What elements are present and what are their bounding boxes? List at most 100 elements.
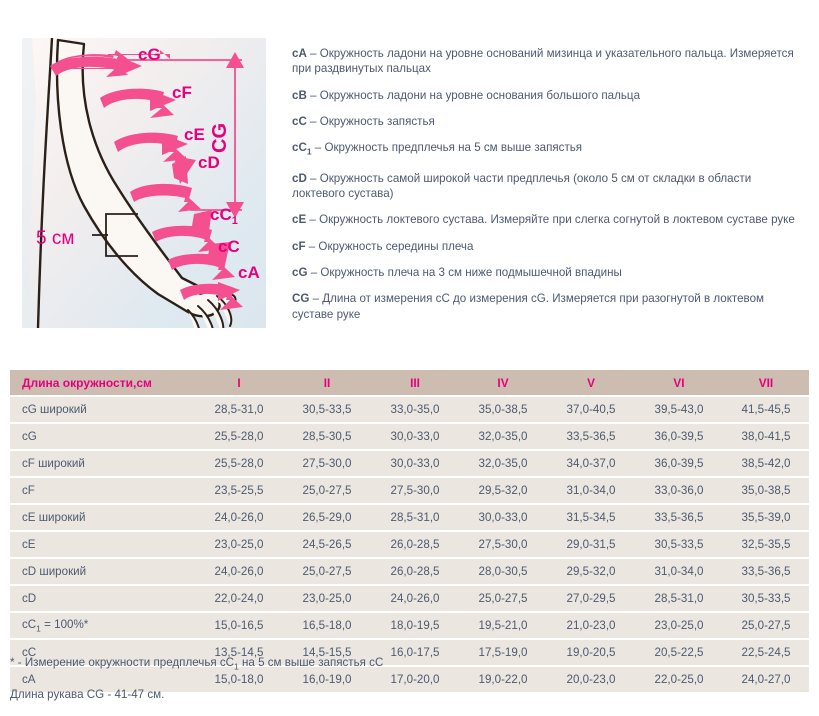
row-label: cA bbox=[10, 667, 195, 692]
table-cell: 25,5-28,0 bbox=[195, 424, 283, 449]
legend-text: – Окружность ладони на уровне основания … bbox=[306, 88, 641, 102]
table-cell: 25,0-27,5 bbox=[283, 559, 371, 584]
row-label: cC bbox=[10, 640, 195, 665]
row-label: cD bbox=[10, 586, 195, 611]
legend-text: – Длина от измерения cC до измерения cG.… bbox=[292, 292, 764, 321]
table-cell: 27,5-30,0 bbox=[283, 451, 371, 476]
row-label: cF bbox=[10, 478, 195, 503]
legend-item: cG – Окружность плеча на 3 см ниже подмы… bbox=[292, 265, 804, 280]
table-cell: 31,0-34,0 bbox=[547, 478, 635, 503]
row-label: cG bbox=[10, 424, 195, 449]
footnote-text-pre: * - Измерение окружности предплечья cC bbox=[10, 656, 235, 669]
table-cell: 25,0-27,5 bbox=[283, 478, 371, 503]
table-cell: 38,0-41,5 bbox=[723, 424, 809, 449]
column-header-size-7: VII bbox=[723, 370, 809, 395]
table-cell: 29,5-32,0 bbox=[547, 559, 635, 584]
row-label: cF широкий bbox=[10, 451, 195, 476]
table-cell: 23,0-25,0 bbox=[283, 586, 371, 611]
table-cell: 19,0-22,0 bbox=[459, 667, 547, 692]
row-label-subscript: 1 bbox=[36, 623, 41, 634]
diagram-label-cF: cF bbox=[172, 83, 192, 102]
table-cell: 35,0-38,5 bbox=[723, 478, 809, 503]
top-section: CG 5 см cG cF cE cD cC1 cC cA cA bbox=[0, 0, 819, 348]
table-cell: 35,5-39,0 bbox=[723, 505, 809, 530]
table-cell: 30,5-33,5 bbox=[283, 397, 371, 422]
diagram-label-cG: cG bbox=[138, 45, 161, 64]
table-cell: 32,0-35,0 bbox=[459, 451, 547, 476]
table-row: cC1 = 100%* 15,0-16,5 16,5-18,0 18,0-19,5 19… bbox=[10, 613, 809, 638]
table-cell: 30,0-33,0 bbox=[459, 505, 547, 530]
legend-key: cC1 bbox=[292, 141, 312, 157]
table-row: cD 22,0-24,0 23,0-25,0 24,0-26,0 25,0-27,5 27… bbox=[10, 586, 809, 611]
table-cell: 25,0-27,5 bbox=[723, 613, 809, 638]
legend-key: cB bbox=[292, 88, 307, 102]
footnote-subscript: 1 bbox=[234, 661, 239, 672]
legend-item: cF – Окружность середины плеча bbox=[292, 239, 804, 254]
table-cell: 39,5-43,0 bbox=[635, 397, 723, 422]
table-cell: 24,0-27,0 bbox=[723, 667, 809, 692]
diagram-label-cE: cE bbox=[184, 125, 205, 144]
table-cell: 16,0-19,0 bbox=[283, 667, 371, 692]
table-row: cA 15,0-18,0 16,0-19,0 17,0-20,0 19,0-22,0 20… bbox=[10, 667, 809, 692]
legend-text: – Окружность плеча на 3 см ниже подмышеч… bbox=[307, 265, 622, 279]
table-cell: 33,5-36,5 bbox=[635, 505, 723, 530]
footnote-sleeve-length: Длина рукава CG - 41-47 см. bbox=[10, 687, 800, 702]
column-header-size-2: II bbox=[283, 370, 371, 395]
diagram-label-cC: cC bbox=[218, 237, 240, 256]
table-cell: 26,0-28,5 bbox=[371, 559, 459, 584]
table-cell: 26,5-29,0 bbox=[283, 505, 371, 530]
column-header-size-1: I bbox=[195, 370, 283, 395]
legend-text: – Окружность ладони на уровне оснований … bbox=[292, 47, 794, 76]
table-cell: 27,0-29,5 bbox=[547, 586, 635, 611]
table-row: cE 23,0-25,0 24,5-26,5 26,0-28,5 27,5-30,0 29… bbox=[10, 532, 809, 557]
table-cell: 19,5-21,0 bbox=[459, 613, 547, 638]
table-cell: 31,5-34,5 bbox=[547, 505, 635, 530]
table-row: cG 25,5-28,0 28,5-30,5 30,0-33,0 32,0-35,0 33… bbox=[10, 424, 809, 449]
table-cell: 28,5-30,5 bbox=[283, 424, 371, 449]
column-header-measure: Длина окружности,см bbox=[10, 370, 195, 395]
footnotes: * - Измерение окружности предплечья cC1 … bbox=[10, 655, 800, 715]
column-header-size-3: III bbox=[371, 370, 459, 395]
row-label: cE bbox=[10, 532, 195, 557]
table-cell: 23,0-25,0 bbox=[195, 532, 283, 557]
legend-item: cC1 – Окружность предплечья на 5 см выше… bbox=[292, 140, 804, 160]
table-row: cD широкий 24,0-26,0 25,0-27,5 26,0-28,5 28,… bbox=[10, 559, 809, 584]
table-cell: 14,5-15,5 bbox=[283, 640, 371, 665]
table-cell: 31,0-34,0 bbox=[635, 559, 723, 584]
table-cell: 30,5-33,5 bbox=[723, 586, 809, 611]
table-body: cG широкий 28,5-31,0 30,5-33,5 33,0-35,0 35,… bbox=[10, 397, 809, 692]
table-cell: 33,0-35,0 bbox=[371, 397, 459, 422]
legend-key: cA bbox=[292, 47, 307, 60]
table-cell: 32,5-35,5 bbox=[723, 532, 809, 557]
column-header-size-5: V bbox=[547, 370, 635, 395]
row-label: cD широкий bbox=[10, 559, 195, 584]
legend-text: – Окружность середины плеча bbox=[305, 239, 474, 253]
legend-key: cC bbox=[292, 114, 307, 128]
table-cell: 19,0-20,5 bbox=[547, 640, 635, 665]
table-cell: 15,0-16,5 bbox=[195, 613, 283, 638]
table-cell: 20,0-23,0 bbox=[547, 667, 635, 692]
row-label: cE широкий bbox=[10, 505, 195, 530]
legend-item: cA – Окружность ладони на уровне основан… bbox=[292, 46, 804, 77]
table-cell: 22,0-25,0 bbox=[635, 667, 723, 692]
table-cell: 15,0-18,0 bbox=[195, 667, 283, 692]
diagram-offset-label: 5 см bbox=[36, 228, 74, 249]
table-cell: 26,0-28,5 bbox=[371, 532, 459, 557]
table-cell: 34,0-37,0 bbox=[547, 451, 635, 476]
table-cell: 33,5-36,5 bbox=[547, 424, 635, 449]
legend-key: cG bbox=[292, 265, 308, 279]
table-cell: 36,0-39,5 bbox=[635, 424, 723, 449]
diagram-label-cA: cA bbox=[238, 263, 260, 282]
footnote-text: Длина рукава CG - 41-47 см. bbox=[10, 688, 165, 702]
footnote-text-post: на 5 см выше запястья cC bbox=[238, 656, 384, 669]
table-cell: 24,0-26,0 bbox=[195, 505, 283, 530]
column-header-size-6: VI bbox=[635, 370, 723, 395]
table-cell: 30,0-33,0 bbox=[371, 424, 459, 449]
diagram-label-cD: cD bbox=[198, 153, 220, 172]
legend-key: cF bbox=[292, 239, 306, 253]
table-cell: 23,0-25,0 bbox=[635, 613, 723, 638]
table-cell: 28,5-31,0 bbox=[195, 397, 283, 422]
legend-text: – Окружность запястья bbox=[306, 114, 435, 128]
table-cell: 35,0-38,5 bbox=[459, 397, 547, 422]
table-cell: 24,0-26,0 bbox=[195, 559, 283, 584]
